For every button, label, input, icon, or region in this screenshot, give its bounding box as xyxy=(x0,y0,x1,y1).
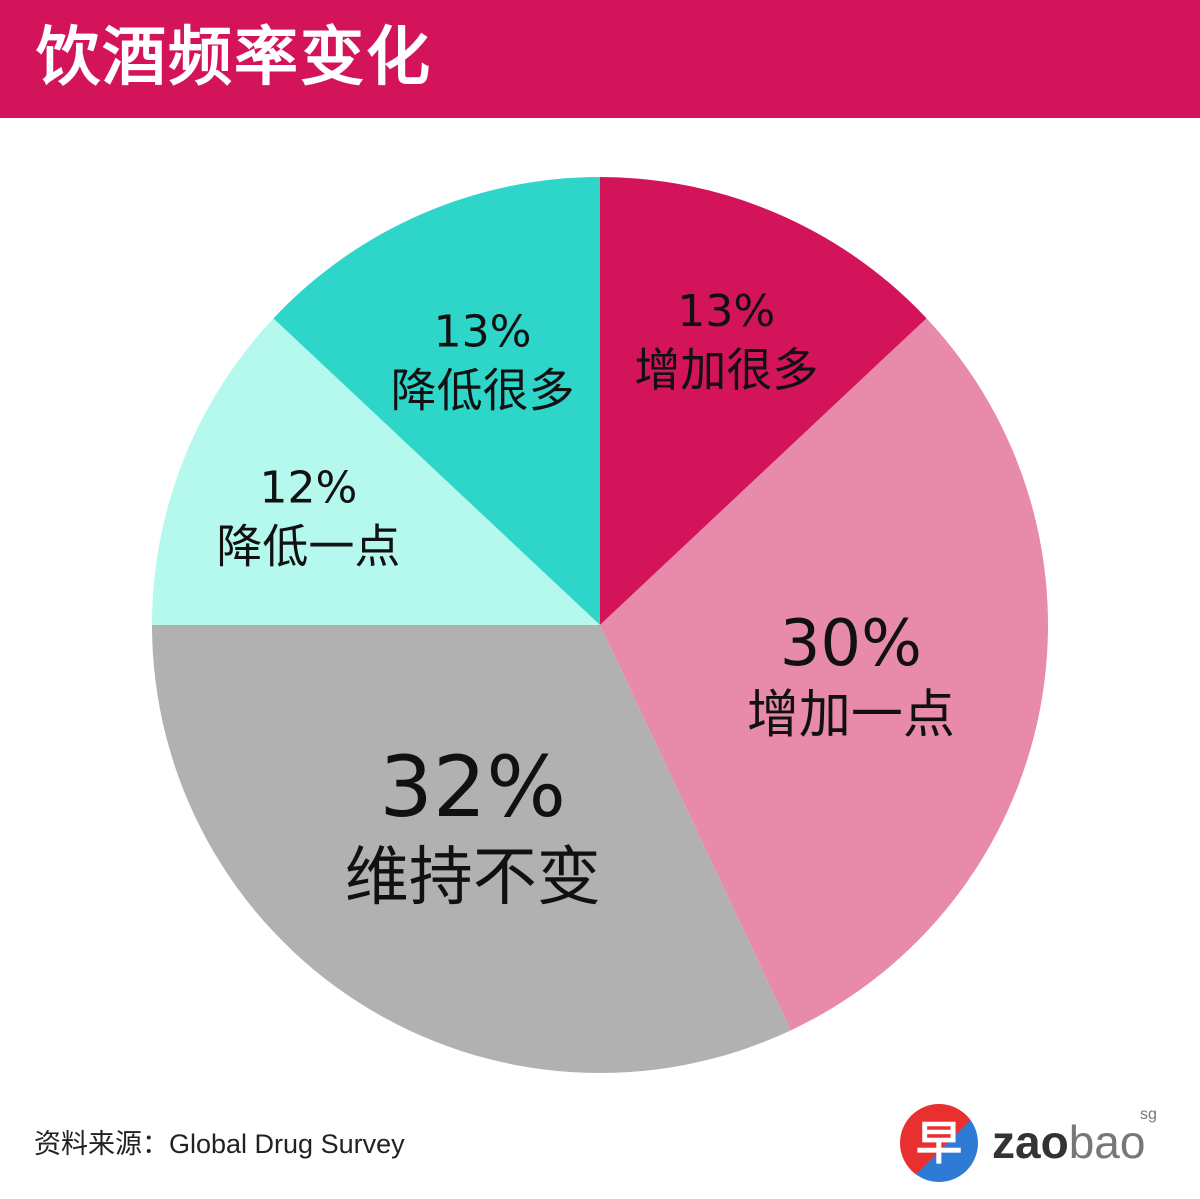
slice-category-label: 降低一点 xyxy=(216,519,400,573)
pie-slice xyxy=(600,177,927,625)
slice-category-label: 维持不变 xyxy=(345,841,601,915)
pie-slice xyxy=(152,318,600,625)
pie-slice xyxy=(600,318,1049,1031)
logo-wordmark: zaobao xyxy=(992,1112,1145,1172)
logo-char: 早 xyxy=(916,1116,962,1170)
slice-category-label: 增加一点 xyxy=(747,686,955,746)
slice-value-label: 13% xyxy=(677,286,775,337)
slice-value-label: 12% xyxy=(260,463,358,514)
pie-slice xyxy=(273,177,600,625)
slice-value-label: 13% xyxy=(434,307,532,358)
logo-bao: bao xyxy=(1068,1116,1146,1168)
chart-title: 饮酒频率变化 xyxy=(36,21,432,95)
logo-zao: zao xyxy=(992,1116,1069,1168)
slice-value-label: 32% xyxy=(379,738,566,836)
title-banner: 饮酒频率变化 xyxy=(0,0,1200,118)
pie-slice xyxy=(152,625,791,1074)
logo-sg: sg xyxy=(1140,1106,1157,1123)
zaobao-logo: 早 zaobao sg xyxy=(900,1104,1170,1184)
slice-category-label: 增加很多 xyxy=(634,343,818,397)
slice-category-label: 降低很多 xyxy=(391,364,575,418)
source-note: 资料来源：Global Drug Survey xyxy=(34,1129,405,1159)
logo-mark: 早 xyxy=(900,1104,978,1182)
slice-value-label: 30% xyxy=(780,607,922,681)
